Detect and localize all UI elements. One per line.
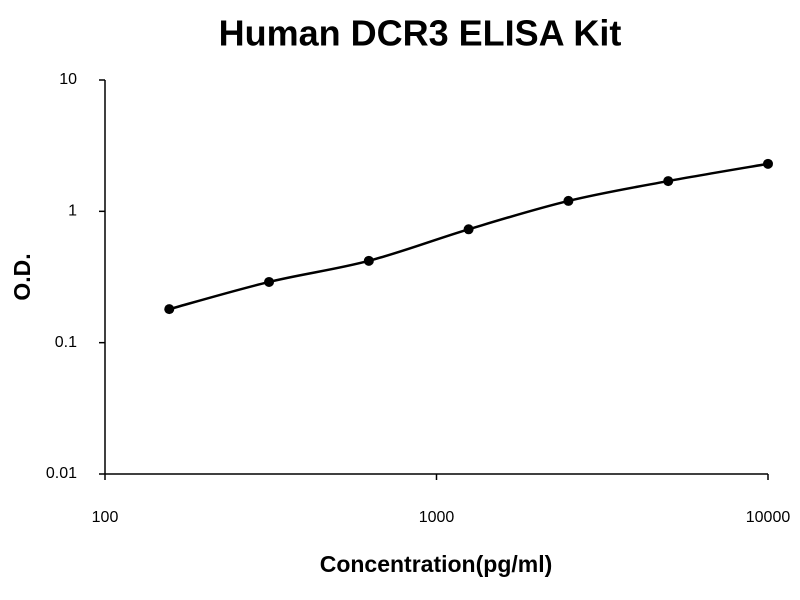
data-point: [463, 224, 474, 235]
data-point: [164, 304, 175, 315]
data-point: [763, 158, 773, 169]
y-axis-label: O.D.: [9, 253, 35, 300]
x-tick-label: 10000: [746, 509, 791, 526]
x-tick-label: 1000: [419, 509, 455, 526]
data-point: [563, 195, 574, 206]
data-point: [363, 255, 374, 266]
x-axis-label: Concentration(pg/ml): [320, 551, 553, 577]
y-tick-label: 0.1: [55, 334, 77, 351]
series-line: [168, 162, 769, 311]
x-tick-label: 100: [92, 509, 119, 526]
data-point: [663, 176, 674, 187]
data-point: [264, 276, 275, 287]
y-tick-label: 0.01: [46, 465, 77, 482]
chart-title: Human DCR3 ELISA Kit: [219, 13, 622, 54]
y-tick-label: 1: [68, 203, 77, 220]
y-tick-label: 10: [59, 71, 77, 88]
